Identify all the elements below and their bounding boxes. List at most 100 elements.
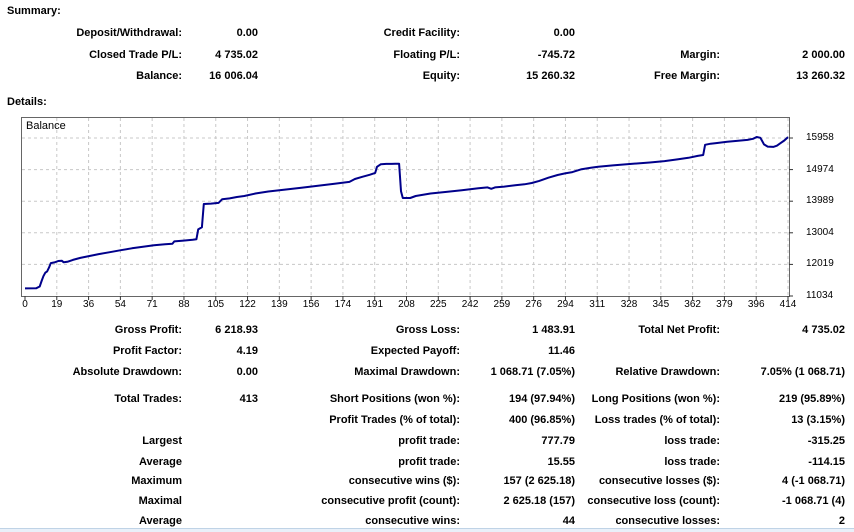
stats-row: Average profit trade: 15.55 loss trade: … [0, 456, 854, 469]
profit-trades-value: 400 (96.85%) [508, 414, 575, 426]
y-axis-tick-label: 15958 [806, 132, 834, 143]
summary-row: Balance: 16 006.04 Equity: 15 260.32 Fre… [0, 70, 854, 83]
x-axis-tick-label: 328 [620, 299, 638, 310]
x-axis-tick-label: 191 [366, 299, 384, 310]
maximal-consecutive-profit-value: 2 625.18 (157) [503, 495, 575, 507]
y-axis-tick-label: 12019 [806, 258, 834, 270]
maximal-drawdown-value: 1 068.71 (7.05%) [490, 366, 575, 378]
largest-loss-trade-value: -315.25 [807, 435, 845, 447]
chart-legend-balance: Balance [26, 120, 66, 132]
deposit-withdrawal-label: Deposit/Withdrawal: [76, 27, 182, 39]
x-axis-tick-label: 311 [589, 299, 606, 310]
closed-trade-pl-value: 4 735.02 [215, 49, 258, 61]
maximum-row-label: Maximum [131, 475, 182, 487]
x-axis-tick-label: 88 [178, 299, 190, 310]
y-axis-tick-label: 14974 [806, 163, 834, 175]
balance-chart [21, 117, 795, 302]
maximal-consecutive-profit-label: consecutive profit (count): [321, 495, 460, 507]
x-axis-tick-label: 396 [747, 299, 765, 310]
short-positions-label: Short Positions (won %): [329, 393, 460, 405]
average-profit-trade-label: profit trade: [398, 456, 460, 468]
stats-row: Maximum consecutive wins ($): 157 (2 625… [0, 475, 854, 488]
stats-row: Profit Factor: 4.19 Expected Payoff: 11.… [0, 345, 854, 358]
max-consecutive-wins-label: consecutive wins ($): [348, 475, 460, 487]
closed-trade-pl-label: Closed Trade P/L: [89, 49, 182, 61]
relative-drawdown-label: Relative Drawdown: [615, 366, 720, 378]
deposit-withdrawal-value: 0.00 [236, 27, 258, 39]
relative-drawdown-value: 7.05% (1 068.71) [760, 366, 845, 378]
total-trades-value: 413 [239, 393, 258, 405]
x-axis-tick-label: 379 [716, 299, 733, 310]
stats-row: Total Trades: 413 Short Positions (won %… [0, 393, 854, 406]
x-axis-tick-label: 294 [557, 299, 574, 310]
balance-label: Balance: [136, 70, 182, 82]
margin-label: Margin: [680, 49, 720, 61]
stats-row: Absolute Drawdown: 0.00 Maximal Drawdown… [0, 366, 854, 379]
x-axis-tick-label: 36 [83, 299, 95, 310]
x-axis-tick-label: 345 [652, 299, 670, 310]
x-axis-tick-label: 0 [22, 299, 28, 310]
total-net-profit-label: Total Net Profit: [638, 324, 720, 336]
floating-pl-value: -745.72 [537, 49, 575, 61]
x-axis-tick-label: 105 [207, 299, 225, 310]
x-axis-tick-label: 259 [493, 299, 511, 310]
largest-loss-trade-label: loss trade: [664, 435, 720, 447]
gross-profit-label: Gross Profit: [114, 324, 182, 336]
x-axis-tick-label: 174 [334, 299, 352, 310]
free-margin-label: Free Margin: [653, 70, 720, 82]
short-positions-value: 194 (97.94%) [508, 393, 575, 405]
largest-profit-trade-value: 777.79 [541, 435, 575, 447]
balance-value: 16 006.04 [209, 70, 258, 82]
margin-value: 2 000.00 [802, 49, 845, 61]
long-positions-label: Long Positions (won %): [591, 393, 720, 405]
average-row-label: Average [138, 456, 182, 468]
maximal-drawdown-label: Maximal Drawdown: [354, 366, 460, 378]
equity-label: Equity: [422, 70, 460, 82]
equity-value: 15 260.32 [526, 70, 575, 82]
absolute-drawdown-label: Absolute Drawdown: [72, 366, 182, 378]
expected-payoff-label: Expected Payoff: [370, 345, 460, 357]
x-axis-tick-label: 276 [525, 299, 542, 310]
loss-trades-value: 13 (3.15%) [791, 414, 845, 426]
stats-row: Maximal consecutive profit (count): 2 62… [0, 495, 854, 508]
x-axis-tick-label: 139 [270, 299, 288, 310]
x-axis-tick-label: 54 [114, 299, 126, 310]
x-axis-tick-label: 208 [398, 299, 415, 310]
balance-line [24, 136, 789, 290]
average-loss-trade-value: -114.15 [808, 456, 845, 468]
credit-facility-value: 0.00 [553, 27, 575, 39]
avg-consecutive-wins-value: 44 [562, 515, 575, 527]
chart-frame [21, 117, 790, 297]
average-loss-trade-label: loss trade: [664, 456, 720, 468]
long-positions-value: 219 (95.89%) [778, 393, 845, 405]
profit-factor-label: Profit Factor: [112, 345, 182, 357]
avg-consecutive-losses-label: consecutive losses: [615, 515, 720, 527]
floating-pl-label: Floating P/L: [393, 49, 460, 61]
x-axis-tick-label: 362 [684, 299, 701, 310]
profit-factor-value: 4.19 [236, 345, 258, 357]
total-trades-label: Total Trades: [114, 393, 182, 405]
free-margin-value: 13 260.32 [796, 70, 845, 82]
expected-payoff-value: 11.46 [548, 345, 575, 357]
summary-row: Deposit/Withdrawal: 0.00 Credit Facility… [0, 27, 854, 40]
absolute-drawdown-value: 0.00 [236, 366, 258, 378]
x-axis-tick-label: 414 [779, 299, 797, 310]
average-row-label-2: Average [138, 515, 182, 527]
x-axis-tick-label: 225 [429, 299, 447, 310]
total-net-profit-value: 4 735.02 [802, 324, 845, 336]
x-axis-tick-label: 19 [51, 299, 63, 310]
gross-profit-value: 6 218.93 [215, 324, 258, 336]
y-axis-tick-label: 11034 [806, 290, 834, 301]
maximal-consecutive-loss-value: -1 068.71 (4) [782, 495, 845, 507]
gross-loss-label: Gross Loss: [395, 324, 460, 336]
max-consecutive-losses-value: 4 (-1 068.71) [782, 475, 845, 487]
loss-trades-label: Loss trades (% of total): [594, 414, 720, 426]
maximal-consecutive-loss-label: consecutive loss (count): [587, 495, 720, 507]
average-profit-trade-value: 15.55 [547, 456, 575, 468]
balance-chart-svg [21, 117, 793, 300]
credit-facility-label: Credit Facility: [383, 27, 460, 39]
max-consecutive-wins-value: 157 (2 625.18) [503, 475, 575, 487]
y-axis-tick-label: 13004 [806, 226, 834, 238]
bottom-panel-edge [0, 528, 854, 532]
